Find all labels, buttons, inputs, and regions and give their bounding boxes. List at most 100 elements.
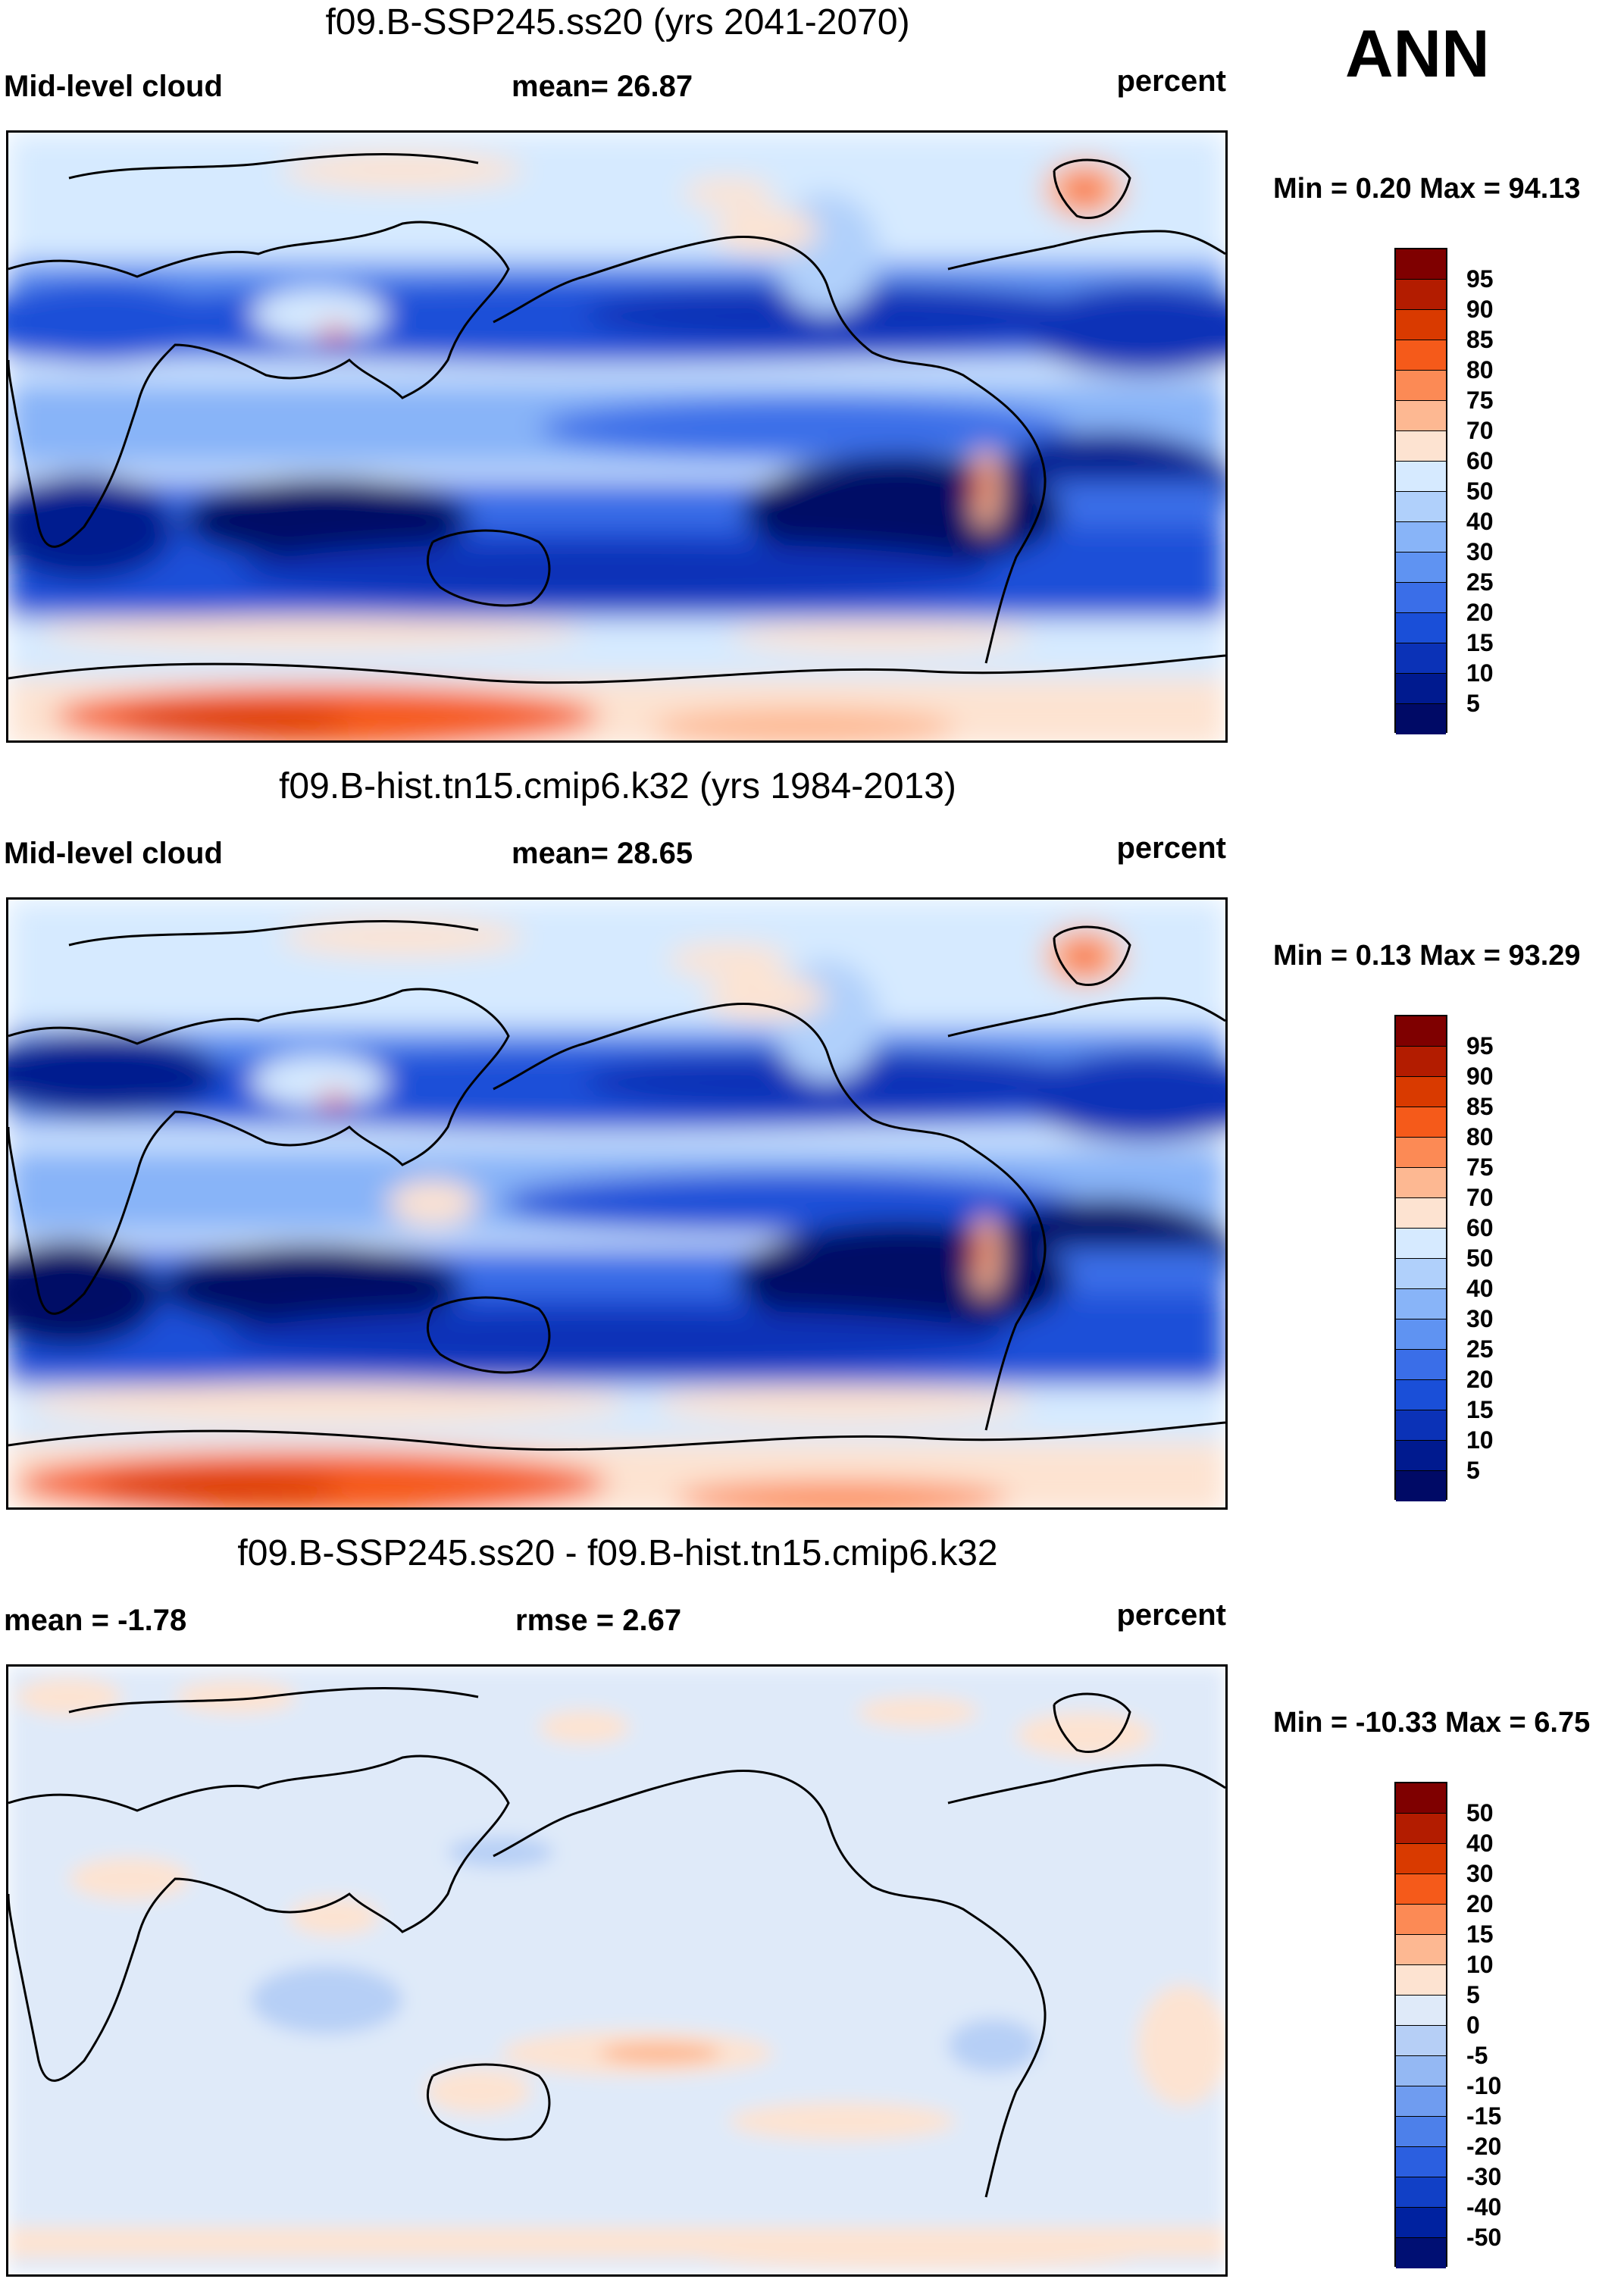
panel-3-colorbar-swatch — [1396, 1905, 1446, 1935]
panel-3-colorbar-swatch — [1396, 2086, 1446, 2117]
panel-2-colorbar-label: 95 — [1466, 1032, 1494, 1060]
panel-1-map-svg — [8, 133, 1225, 740]
panel-3-rmse-label: rmse = 2.67 — [515, 1604, 682, 1637]
panel-2-colorbar-swatch — [1396, 1289, 1446, 1319]
panel-2-cloud-field — [8, 900, 1225, 1507]
panel-1-colorbar-label: 80 — [1466, 356, 1494, 383]
panel-3-colorbar-swatch — [1396, 1844, 1446, 1874]
panel-2-colorbar-label: 40 — [1466, 1275, 1494, 1302]
panel-1-colorbar-label: 40 — [1466, 508, 1494, 535]
panel-3-coastlines — [8, 1686, 1225, 2198]
panel-2-colorbar-label: 15 — [1466, 1396, 1494, 1423]
panel-2-colorbar-swatch — [1396, 1441, 1446, 1471]
panel-2-colorbar-label: 60 — [1466, 1214, 1494, 1241]
panel-3-colorbar-label: -40 — [1466, 2193, 1502, 2221]
panel-2-map — [6, 897, 1228, 1510]
panel-2-colorbar-label: 75 — [1466, 1154, 1494, 1181]
panel-2-colorbar-swatch — [1396, 1168, 1446, 1198]
panel-1-colorbar-swatch — [1396, 492, 1446, 522]
panel-1-cloud-field — [8, 133, 1225, 740]
panel-3-map — [6, 1664, 1228, 2277]
panel-2-title: f09.B-hist.tn15.cmip6.k32 (yrs 1984-2013… — [279, 766, 956, 806]
panel-3-colorbar-label: 10 — [1466, 1951, 1494, 1978]
panel-3-colorbar-label: 20 — [1466, 1890, 1494, 1917]
panel-3-title: f09.B-SSP245.ss20 - f09.B-hist.tn15.cmip… — [237, 1533, 998, 1573]
panel-1-colorbar-swatch — [1396, 431, 1446, 462]
panel-1-variable-label: Mid-level cloud — [4, 70, 223, 103]
panel-3-colorbar-label: 30 — [1466, 1860, 1494, 1887]
panel-2-colorbar-swatch — [1396, 1471, 1446, 1501]
panel-3-colorbar-label: -30 — [1466, 2163, 1502, 2190]
panel-1-coastlines — [8, 152, 1225, 684]
panel-2-colorbar-label: 70 — [1466, 1184, 1494, 1211]
panel-3-colorbar-label: -50 — [1466, 2224, 1502, 2251]
panel-3-units-label: percent — [1116, 1598, 1227, 1632]
panel-3-colorbar-swatch — [1396, 2147, 1446, 2177]
panel-3-colorbar-label: -5 — [1466, 2042, 1488, 2069]
season-label: ANN — [1345, 16, 1490, 91]
panel-1-colorbar-label: 75 — [1466, 387, 1494, 414]
panel-3-colorbar-swatch — [1396, 2177, 1446, 2208]
panel-1-colorbar-label: 15 — [1466, 629, 1494, 656]
panel-2-units-label: percent — [1116, 831, 1227, 865]
panel-3-colorbar-label: -20 — [1466, 2133, 1502, 2160]
panel-2-map-svg — [8, 900, 1225, 1507]
panel-3-colorbar-swatch — [1396, 1814, 1446, 1844]
panel-1-colorbar-swatch — [1396, 553, 1446, 583]
panel-1-colorbar-label: 95 — [1466, 265, 1494, 293]
panel-3-colorbar-swatch — [1396, 1783, 1446, 1814]
panel-3-colorbar-swatch — [1396, 2208, 1446, 2238]
panel-2-colorbar-label: 25 — [1466, 1335, 1494, 1363]
panel-2-colorbar-swatch — [1396, 1077, 1446, 1107]
panel-2-colorbar-swatch — [1396, 1229, 1446, 1259]
panel-1-minmax: Min = 0.20 Max = 94.13 — [1273, 173, 1581, 205]
panel-2-colorbar-swatch — [1396, 1198, 1446, 1229]
panel-3-colorbar-label: -10 — [1466, 2072, 1502, 2099]
panel-3-colorbar-swatch — [1396, 2056, 1446, 2086]
panel-3-colorbar-label: 50 — [1466, 1799, 1494, 1827]
panel-2-minmax: Min = 0.13 Max = 93.29 — [1273, 940, 1581, 972]
panel-1-units-label: percent — [1116, 64, 1227, 98]
panel-2-colorbar-swatch — [1396, 1380, 1446, 1410]
panel-1-map — [6, 130, 1228, 743]
panel-2-colorbar-swatch — [1396, 1047, 1446, 1077]
panel-3-mean-label: mean = -1.78 — [4, 1604, 187, 1637]
panel-2-colorbar-swatch — [1396, 1138, 1446, 1168]
panel-1-colorbar-label: 70 — [1466, 417, 1494, 444]
panel-2-coastlines — [8, 919, 1225, 1451]
panel-2-colorbar-label: 50 — [1466, 1244, 1494, 1272]
panel-3-colorbar-label: 40 — [1466, 1830, 1494, 1857]
panel-2-colorbar-label: 5 — [1466, 1457, 1480, 1484]
panel-1-colorbar-label: 25 — [1466, 568, 1494, 596]
panel-1-title: f09.B-SSP245.ss20 (yrs 2041-2070) — [325, 2, 910, 42]
panel-1-colorbar-swatch — [1396, 704, 1446, 734]
panel-2-colorbar-swatch — [1396, 1350, 1446, 1380]
panel-1-colorbar-swatch — [1396, 613, 1446, 643]
panel-2-colorbar-swatch — [1396, 1016, 1446, 1047]
panel-3-difference-field — [8, 1667, 1225, 2274]
panel-3-minmax: Min = -10.33 Max = 6.75 — [1273, 1707, 1591, 1739]
panel-2-colorbar-label: 80 — [1466, 1123, 1494, 1150]
panel-2-colorbar-label: 85 — [1466, 1093, 1494, 1120]
panel-1-colorbar — [1394, 248, 1447, 734]
panel-2-colorbar-swatch — [1396, 1107, 1446, 1138]
panel-1-colorbar-label: 30 — [1466, 538, 1494, 565]
panel-3-colorbar-label: 15 — [1466, 1920, 1494, 1948]
panel-1-colorbar-swatch — [1396, 280, 1446, 310]
panel-3-colorbar-swatch — [1396, 2117, 1446, 2147]
panel-3-colorbar-swatch — [1396, 1996, 1446, 2026]
panel-1-colorbar-label: 10 — [1466, 659, 1494, 687]
panel-2-colorbar-swatch — [1396, 1259, 1446, 1289]
panel-3-colorbar-label: 0 — [1466, 2011, 1480, 2039]
panel-3-map-svg — [8, 1667, 1225, 2274]
panel-2-colorbar-swatch — [1396, 1319, 1446, 1350]
panel-2-colorbar-label: 10 — [1466, 1426, 1494, 1454]
panel-3-colorbar-swatch — [1396, 1935, 1446, 1965]
panel-3-colorbar-swatch — [1396, 2026, 1446, 2056]
panel-1-colorbar-swatch — [1396, 674, 1446, 704]
panel-1-colorbar-label: 90 — [1466, 296, 1494, 323]
panel-1-colorbar-swatch — [1396, 249, 1446, 280]
panel-3-colorbar-swatch — [1396, 1965, 1446, 1996]
panel-3-colorbar — [1394, 1782, 1447, 2268]
panel-3-colorbar-swatch — [1396, 1874, 1446, 1905]
